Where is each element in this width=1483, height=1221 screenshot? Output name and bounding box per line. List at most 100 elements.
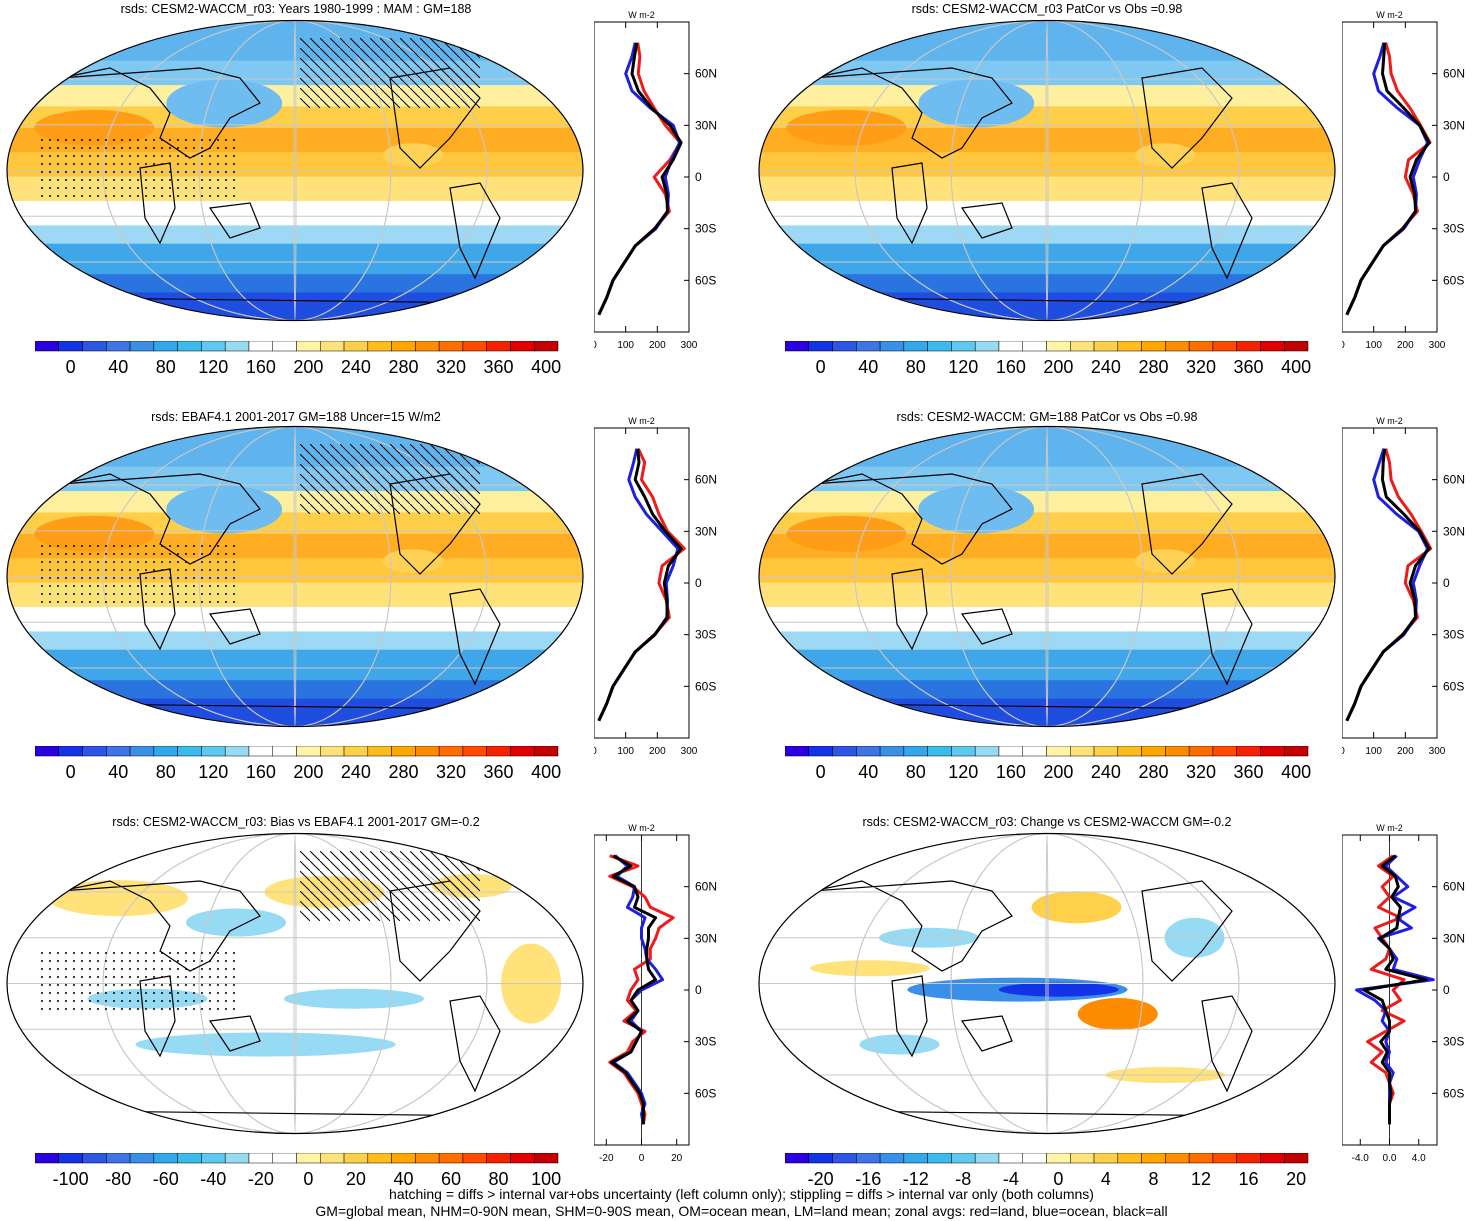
- map-outline: [758, 425, 1336, 728]
- colorbar-label: 280: [388, 762, 418, 782]
- bias-patch: [135, 1032, 396, 1057]
- colorbar-swatch: [1141, 746, 1166, 757]
- x-tick-label: 4.0: [1412, 1153, 1426, 1164]
- colorbar-swatch: [533, 1153, 559, 1164]
- zonal-mean-plot: W m-2 -4.0 0.0 4.0 60N 30N 0 30S 60S: [1342, 823, 1465, 1164]
- ocean-zonal-line: [597, 42, 681, 316]
- colorbar-swatch: [58, 341, 83, 352]
- colorbar-swatch: [1188, 341, 1214, 352]
- colorbar-label: 4: [1101, 1169, 1111, 1189]
- x-tick-label: 0: [594, 340, 597, 351]
- zonal-unit: W m-2: [628, 823, 655, 833]
- hatching: [300, 444, 480, 514]
- y-tick-label: 0: [695, 983, 702, 997]
- map-robinson: [6, 19, 584, 322]
- colorbar-swatch: [391, 746, 416, 757]
- colorbar-swatch: [1260, 1153, 1285, 1164]
- coastline: [811, 880, 1013, 972]
- colorbar-swatch: [879, 1153, 905, 1164]
- colorbar-swatch: [82, 341, 107, 352]
- coastline: [891, 975, 928, 1058]
- lat-band: [759, 60, 1335, 87]
- colorbar-label: -8: [955, 1169, 971, 1189]
- hatching: [300, 851, 480, 921]
- colorbar-label: 80: [906, 762, 926, 782]
- zonal-mean-plot: W m-2 0 100 200 300 60N 30N 0 30S 60S: [1342, 416, 1465, 757]
- all-zonal-line: [1345, 448, 1431, 722]
- all-zonal-line: [597, 42, 683, 316]
- colorbar-swatch: [1283, 746, 1309, 757]
- colorbar-swatch: [486, 746, 511, 757]
- coastline: [960, 202, 1013, 239]
- colorbar-label: 160: [246, 357, 276, 377]
- colorbar-swatch: [1260, 746, 1285, 757]
- lat-band: [759, 274, 1335, 294]
- colorbar-swatch: [201, 341, 226, 352]
- panel-title: rsds: CESM2-WACCM: GM=188 PatCor vs Obs …: [896, 410, 1198, 424]
- colorbar-label: 360: [1234, 762, 1264, 782]
- stippling: [40, 138, 240, 198]
- colorbar-swatch: [272, 746, 297, 757]
- lat-band: [7, 60, 583, 87]
- colorbar: -100 -80 -60 -40 -20 0 20 40 60 80 100: [35, 1153, 561, 1189]
- colorbar-label: 120: [198, 357, 228, 377]
- colorbar-label: -12: [903, 1169, 929, 1189]
- coastline: [831, 703, 1253, 710]
- zonal-unit: W m-2: [1376, 10, 1403, 20]
- colorbar-swatch: [296, 1153, 321, 1164]
- x-tick-label: 200: [649, 340, 666, 351]
- zonal-mean-plot: W m-2 0 100 200 300 60N 30N 0 30S 60S: [594, 416, 717, 757]
- colorbar-swatch: [1117, 341, 1142, 352]
- lat-band: [7, 466, 583, 493]
- coastline: [449, 588, 501, 686]
- colorbar-label: 80: [906, 357, 926, 377]
- colorbar-swatch: [998, 746, 1023, 757]
- lat-band: [759, 176, 1335, 202]
- panel-title: rsds: CESM2-WACCM_r03: Change vs CESM2-W…: [862, 815, 1232, 829]
- lat-band: [759, 152, 1335, 178]
- colorbar-label: 80: [156, 762, 176, 782]
- desert-region: [786, 515, 907, 552]
- colorbar-swatch: [533, 746, 559, 757]
- colorbar-label: 120: [948, 357, 978, 377]
- colorbar-swatch: [927, 1153, 952, 1164]
- zonal-mean-plot: W m-2 -20 0 20 60N 30N 0 30S 60S: [594, 823, 717, 1164]
- colorbar-swatch: [462, 746, 487, 757]
- all-zonal-line: [610, 854, 658, 1125]
- colorbar-swatch: [856, 746, 881, 757]
- colorbar-label: 200: [293, 357, 323, 377]
- lat-band: [759, 698, 1335, 727]
- colorbar-swatch: [129, 1153, 155, 1164]
- all-zonal-line: [1362, 854, 1428, 1125]
- y-tick-label: 60N: [695, 473, 717, 487]
- colorbar-swatch: [296, 746, 321, 757]
- x-tick-label: 200: [649, 746, 666, 757]
- colorbar-swatch: [58, 1153, 83, 1164]
- colorbar-swatch: [1283, 341, 1309, 352]
- land-zonal-line: [597, 42, 682, 316]
- colorbar-swatch: [415, 746, 440, 757]
- colorbar-swatch: [201, 746, 226, 757]
- colorbar-label: 360: [484, 762, 514, 782]
- colorbar-swatch: [58, 746, 83, 757]
- coastline: [208, 608, 261, 645]
- colorbar-swatch: [106, 1153, 131, 1164]
- colorbar-swatch: [1260, 341, 1285, 352]
- colorbar-label: -16: [855, 1169, 881, 1189]
- colorbar-swatch: [951, 746, 976, 757]
- coastline: [811, 473, 1013, 565]
- lat-band: [759, 680, 1335, 700]
- x-tick-label: 100: [617, 340, 634, 351]
- y-tick-label: 30S: [695, 222, 716, 236]
- colorbar-label: 0: [816, 357, 826, 377]
- lat-band: [7, 243, 583, 276]
- y-tick-label: 60N: [695, 67, 717, 81]
- colorbar-label: -20: [248, 1169, 274, 1189]
- colorbar-swatch: [785, 1153, 810, 1164]
- y-tick-label: 30N: [695, 524, 717, 538]
- colorbar-label: 40: [108, 357, 128, 377]
- coastline: [960, 608, 1013, 645]
- colorbar-label: 320: [436, 762, 466, 782]
- colorbar: 0 40 80 120 160 200 240 280 320 360 400: [35, 341, 561, 377]
- colorbar-swatch: [391, 1153, 416, 1164]
